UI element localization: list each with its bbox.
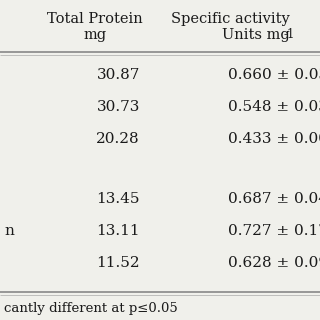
Text: 0.687 ± 0.040: 0.687 ± 0.040 <box>228 192 320 206</box>
Text: 30.73: 30.73 <box>97 100 140 114</box>
Text: 0.660 ± 0.039: 0.660 ± 0.039 <box>228 68 320 82</box>
Text: 20.28: 20.28 <box>96 132 140 146</box>
Text: -1: -1 <box>284 28 295 41</box>
Text: n: n <box>4 224 14 238</box>
Text: mg: mg <box>84 28 107 42</box>
Text: 30.87: 30.87 <box>97 68 140 82</box>
Text: 0.727 ± 0.176: 0.727 ± 0.176 <box>228 224 320 238</box>
Text: Units mg: Units mg <box>222 28 290 42</box>
Text: 0.628 ± 0.097: 0.628 ± 0.097 <box>228 256 320 270</box>
Text: 13.45: 13.45 <box>97 192 140 206</box>
Text: Specific activity: Specific activity <box>171 12 289 26</box>
Text: 0.433 ± 0.009: 0.433 ± 0.009 <box>228 132 320 146</box>
Text: 11.52: 11.52 <box>96 256 140 270</box>
Text: Total Protein: Total Protein <box>47 12 143 26</box>
Text: 0.548 ± 0.037: 0.548 ± 0.037 <box>228 100 320 114</box>
Text: 13.11: 13.11 <box>96 224 140 238</box>
Text: cantly different at p≤0.05: cantly different at p≤0.05 <box>4 302 178 315</box>
